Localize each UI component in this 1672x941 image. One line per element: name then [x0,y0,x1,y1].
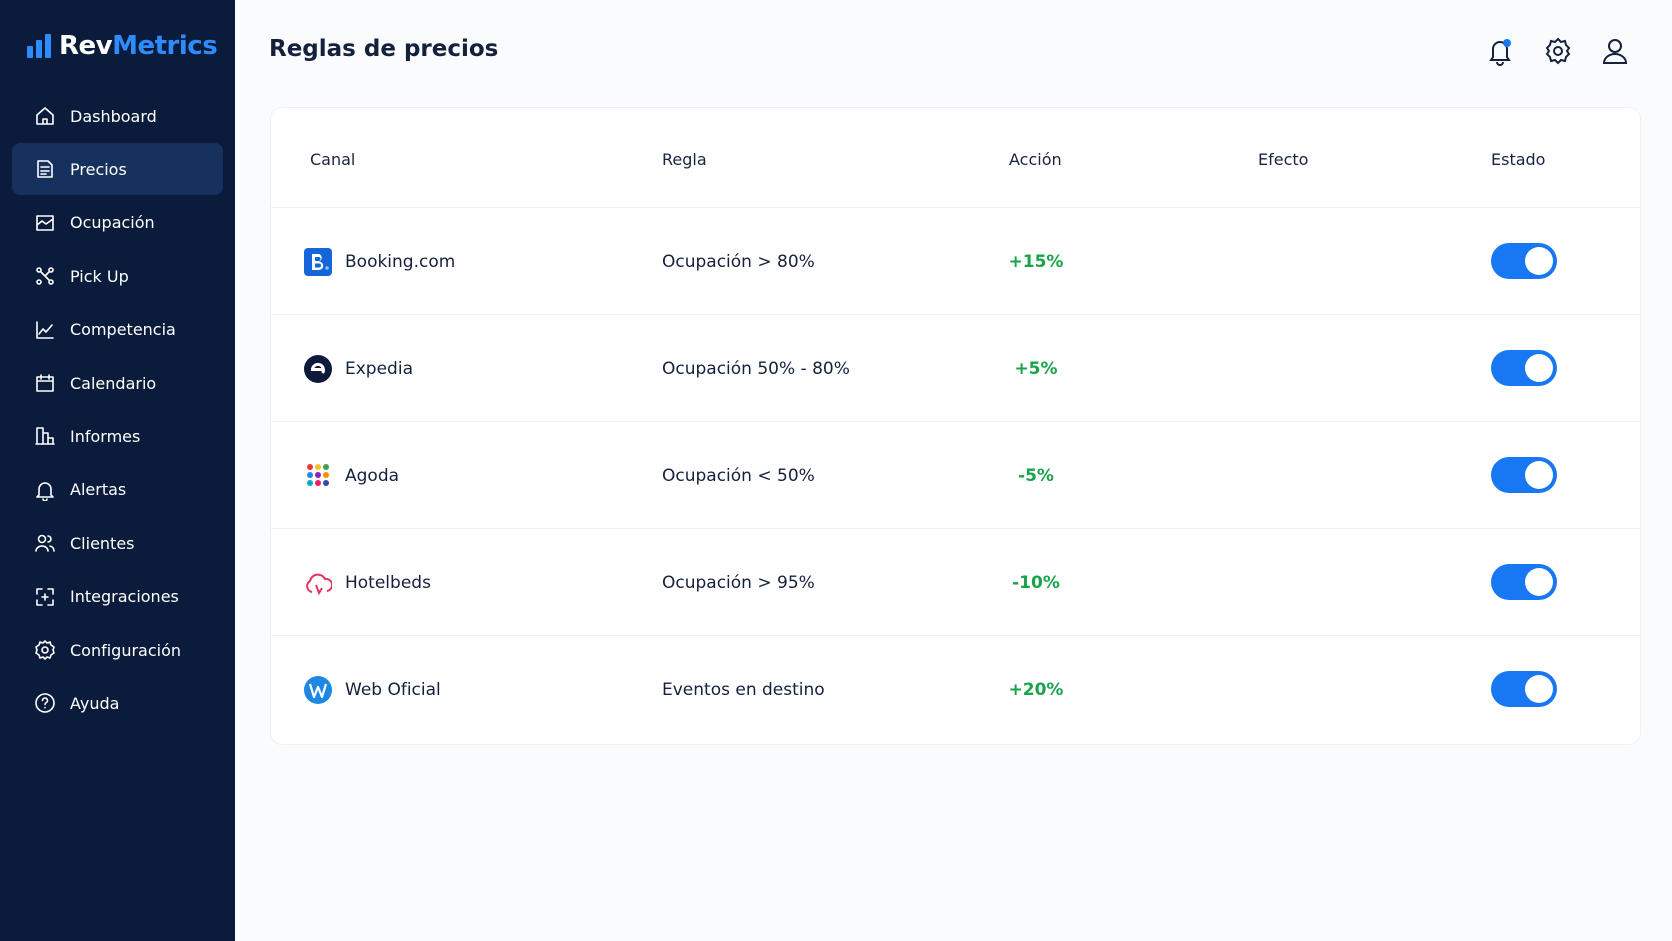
channel-logo [304,675,332,704]
channel-logo [307,463,329,486]
nav-label: Ayuda [70,693,120,713]
channel-logo [304,354,332,383]
table-row: Booking.com Ocupación > 80% +15% [271,207,1640,314]
toggle-knob [1525,461,1553,489]
status-toggle[interactable] [1491,350,1557,386]
nav-item[interactable]: Calendario [12,357,223,409]
nav-icon [35,427,55,446]
nav-item[interactable]: Pick Up [12,250,223,302]
nav-icon [36,482,54,501]
action-cell: +15% [1008,251,1064,272]
nav-item[interactable]: Competencia [12,304,223,356]
nav-icon [36,320,54,339]
nav-icon [35,534,55,552]
nav-item[interactable]: Ayuda [12,677,223,729]
brand[interactable]: Rev Metrics [27,28,218,64]
nav-label: Competencia [70,320,176,340]
rule-cell: Ocupación < 50% [662,465,815,486]
action-cell: +5% [1014,358,1058,379]
status-toggle[interactable] [1491,671,1557,707]
nav-label: Pick Up [70,266,129,286]
nav-item[interactable]: Clientes [12,517,223,569]
table-row: Web Oficial Eventos en destino +20% [271,635,1640,742]
nav-icon [36,107,54,125]
channel-cell: Web Oficial [304,636,441,743]
rules-table: Canal Regla Acción Efecto Estado Booking.com O… [270,107,1641,745]
nav-icon [35,640,55,660]
nav-item[interactable]: Precios [12,143,223,196]
nav-label: Configuración [70,640,182,660]
channel-cell: Agoda [304,422,399,529]
brand-prefix: Rev [59,31,113,61]
channel-logo [306,573,332,595]
rule-cell: Ocupación > 80% [662,251,815,272]
nav-icon [36,267,54,285]
channel-name: Hotelbeds [345,572,431,593]
rule-cell: Ocupación > 95% [662,572,815,593]
nav-item[interactable]: Dashboard [12,90,223,142]
status-toggle[interactable] [1491,457,1557,493]
brand-suffix: Metrics [112,31,218,61]
status-toggle[interactable] [1491,564,1557,600]
channel-name: Web Oficial [345,679,441,700]
action-cell: -5% [1018,465,1054,486]
brand-icon [27,34,51,58]
nav-label: Integraciones [70,587,179,607]
notifications-button[interactable] [1486,36,1514,66]
nav-label: Precios [70,159,127,179]
nav-icon [35,693,55,714]
nav-label: Alertas [70,480,127,500]
nav-icon [36,374,54,392]
nav-item[interactable]: Ocupación [12,197,223,249]
nav-label: Calendario [70,373,157,393]
column-header: Acción [1009,150,1062,169]
toggle-knob [1525,675,1553,703]
channel-cell: Expedia [304,315,413,422]
nav-icon [36,587,54,606]
status-toggle[interactable] [1491,243,1557,279]
table-row: Hotelbeds Ocupación > 95% -10% [271,528,1640,635]
page-title: Reglas de precios [269,36,499,62]
toggle-knob [1525,354,1553,382]
nav-icon [37,160,53,179]
nav-icon [36,214,54,231]
nav-item[interactable]: Alertas [12,464,223,516]
toggle-knob [1525,247,1553,275]
column-header: Canal [310,150,356,169]
nav-label: Clientes [70,533,135,553]
channel-cell: Hotelbeds [304,529,431,636]
nav-label: Ocupación [70,213,155,233]
settings-button[interactable] [1543,36,1573,66]
toggle-knob [1525,568,1553,596]
rule-cell: Ocupación 50% - 80% [662,358,850,379]
column-header: Efecto [1258,150,1309,169]
action-cell: -10% [1012,572,1060,593]
channel-name: Booking.com [345,251,456,272]
channel-cell: Booking.com [304,208,455,315]
column-header: Regla [662,150,707,169]
channel-name: Expedia [345,358,413,379]
nav-label: Informes [70,426,141,446]
column-header: Estado [1491,150,1546,169]
nav-item[interactable]: Informes [12,410,223,462]
nav-item[interactable]: Integraciones [12,571,223,623]
table-row: Agoda Ocupación < 50% -5% [271,421,1640,528]
nav-item[interactable]: Configuración [12,624,223,676]
action-cell: +20% [1008,679,1064,700]
sidebar: Rev Metrics Dashboard Precios Ocupación Pick… [0,0,235,941]
table-row: Expedia Ocupación 50% - 80% +5% [271,314,1640,421]
channel-logo [304,247,332,276]
channel-name: Agoda [345,465,400,486]
rule-cell: Eventos en destino [662,679,825,700]
nav-label: Dashboard [70,106,157,126]
profile-button[interactable] [1600,36,1630,66]
